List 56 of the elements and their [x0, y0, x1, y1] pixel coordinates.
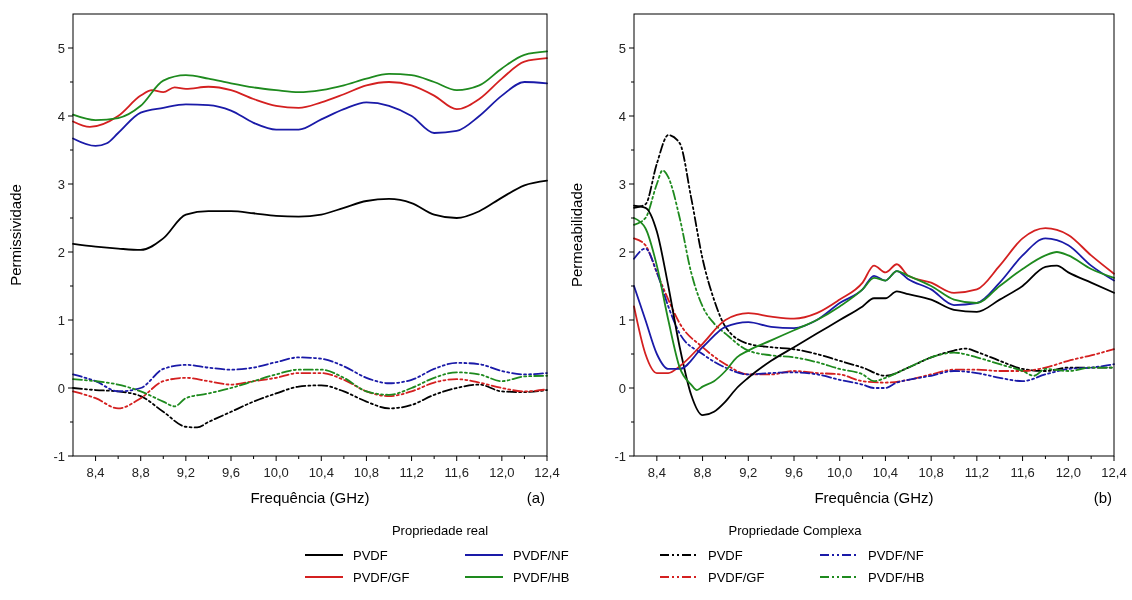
legend-title: Propriedade real [391, 523, 489, 538]
y-tick-label: 1 [618, 313, 626, 328]
y-tick-label: 2 [618, 245, 626, 260]
y-tick-label: 5 [618, 41, 626, 56]
y-tick-label: 2 [57, 245, 65, 260]
legend-label: PVDF [708, 548, 743, 563]
line-series [72, 50, 548, 121]
x-tick-label: 12,4 [534, 465, 560, 480]
x-tick-label: 10,0 [827, 465, 853, 480]
line-series [72, 356, 548, 393]
y-tick-label: -1 [614, 449, 626, 464]
x-tick-label: 9,6 [221, 465, 241, 480]
x-tick-label: 9,6 [784, 465, 804, 480]
y-tick-label: 5 [57, 41, 65, 56]
x-tick-label: 11,6 [1010, 465, 1035, 480]
x-tick-label: 8,4 [647, 465, 666, 480]
legend-label: PVDF/NF [513, 548, 569, 563]
y-tick-label: 0 [618, 381, 626, 396]
line-series [72, 57, 548, 128]
legend-title: Propriedade Complexa [728, 523, 863, 538]
text: (b) [1093, 489, 1112, 506]
y-tick-label: -1 [53, 449, 65, 464]
x-tick-label: 12,0 [1055, 465, 1081, 480]
x-tick-label: 8,4 [86, 465, 105, 480]
y-axis-title: Permissividade [7, 184, 24, 286]
x-tick-label: 11,2 [964, 465, 990, 480]
x-tick-label: 9,2 [739, 465, 758, 480]
y-tick-label: 4 [57, 109, 65, 124]
x-axis-title: Frequência (GHz) [250, 489, 370, 506]
x-axis-title: Frequência (GHz) [814, 489, 934, 506]
y-tick-label: 0 [57, 381, 65, 396]
x-tick-label: 12,4 [1101, 465, 1127, 480]
y-axis-title: Permeabilidade [568, 182, 585, 288]
legend-label: PVDF [353, 548, 388, 563]
y-tick-label: 3 [57, 177, 65, 192]
x-tick-label: 10,4 [308, 465, 334, 480]
legend-label: PVDF/GF [353, 570, 410, 585]
x-tick-label: 8,8 [693, 465, 712, 480]
legend-label: PVDF/GF [708, 570, 765, 585]
legend-label: PVDF/NF [868, 548, 924, 563]
x-tick-label: 10,0 [263, 465, 289, 480]
y-tick-label: 1 [57, 313, 65, 328]
legend-label: PVDF/HB [868, 570, 925, 585]
x-tick-label: 8,8 [131, 465, 150, 480]
x-tick-label: 11,2 [399, 465, 424, 480]
x-tick-label: 10,8 [353, 465, 380, 480]
x-tick-label: 9,2 [176, 465, 195, 480]
x-tick-label: 10,8 [918, 465, 944, 480]
y-tick-label: 3 [618, 177, 626, 192]
line-series [72, 81, 548, 147]
legend-label: PVDF/HB [513, 570, 570, 585]
x-tick-label: 12,0 [489, 465, 515, 480]
text: (a) [526, 489, 545, 506]
x-tick-label: 11,6 [444, 465, 469, 480]
y-tick-label: 4 [618, 109, 626, 124]
x-tick-label: 10,4 [872, 465, 899, 480]
